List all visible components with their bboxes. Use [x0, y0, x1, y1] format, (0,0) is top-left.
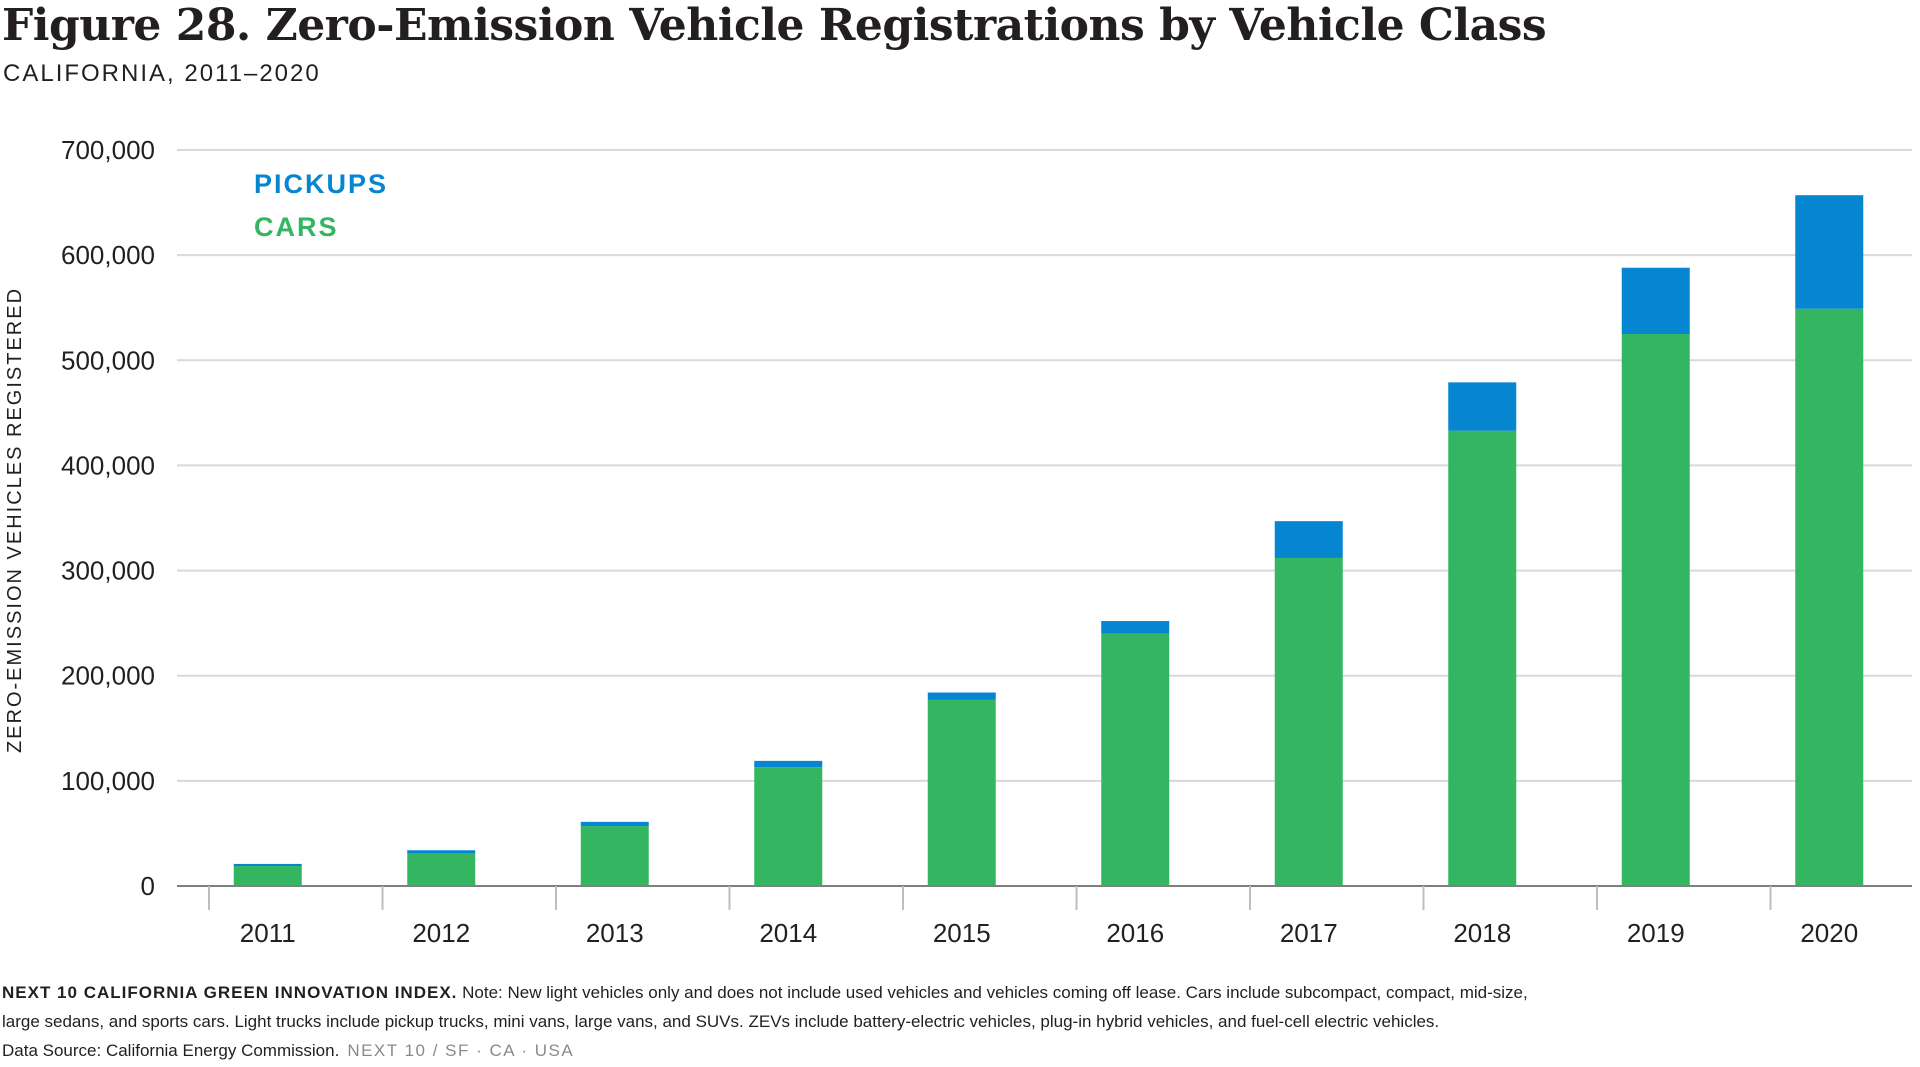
bar-pickups-2016: [1101, 621, 1170, 634]
x-axis-tick-labels: 2011 2012 2013 2014 2015 2016 2017 2018 2019 2020: [240, 918, 1858, 948]
footer-note-1: Note: New light vehicles only and does n…: [462, 983, 1528, 1002]
legend-pickups: PICKUPS: [254, 169, 388, 199]
x-tick-label: 2017: [1280, 918, 1338, 948]
footer-source: Data Source: California Energy Commissio…: [2, 1041, 340, 1060]
bar-cars-2020: [1795, 308, 1864, 886]
footer-line-1: NEXT 10 CALIFORNIA GREEN INNOVATION INDE…: [2, 978, 1902, 1007]
bar-pickups-2020: [1795, 195, 1864, 309]
y-tick-label: 100,000: [61, 766, 155, 796]
footer-line-3: Data Source: California Energy Commissio…: [2, 1036, 1902, 1065]
bar-pickups-2015: [927, 692, 996, 700]
x-tick-label: 2016: [1106, 918, 1164, 948]
chart-subtitle: CALIFORNIA, 2011–2020: [3, 60, 321, 87]
y-axis-tick-labels: 0 100,000 200,000 300,000 400,000 500,000 600,…: [61, 135, 155, 901]
bar-pickups-2017: [1274, 521, 1343, 558]
y-tick-label: 200,000: [61, 661, 155, 691]
bars: [233, 195, 1864, 886]
x-axis: [177, 885, 1912, 910]
bar-cars-2011: [233, 866, 302, 886]
bar-pickups-2014: [754, 760, 823, 768]
legend-cars: CARS: [254, 212, 339, 242]
bar-cars-2015: [927, 699, 996, 886]
page-title: Figure 28. Zero-Emission Vehicle Registr…: [2, 0, 1547, 51]
x-tick-label: 2018: [1453, 918, 1511, 948]
y-tick-label: 600,000: [61, 240, 155, 270]
bar-pickups-2012: [407, 850, 476, 854]
x-tick-label: 2012: [412, 918, 470, 948]
y-tick-label: 400,000: [61, 450, 155, 480]
bar-cars-2013: [580, 826, 649, 886]
bar-pickups-2011: [233, 863, 302, 867]
bar-cars-2014: [754, 767, 823, 886]
footer-brand: NEXT 10 / SF · CA · USA: [347, 1041, 575, 1060]
bar-cars-2019: [1621, 334, 1690, 886]
y-tick-label: 500,000: [61, 345, 155, 375]
x-tick-label: 2014: [759, 918, 817, 948]
y-tick-label: 300,000: [61, 556, 155, 586]
x-tick-label: 2015: [933, 918, 991, 948]
y-axis-label: ZERO-EMISSION VEHICLES REGISTERED: [4, 287, 26, 753]
stacked-bar-chart: 0 100,000 200,000 300,000 400,000 500,000 600,…: [4, 135, 1912, 948]
y-tick-label: 0: [141, 871, 155, 901]
x-tick-label: 2019: [1627, 918, 1685, 948]
legend: PICKUPS CARS: [254, 169, 388, 242]
footer-line-2: large sedans, and sports cars. Light tru…: [2, 1012, 1440, 1031]
bar-pickups-2013: [580, 821, 649, 827]
x-tick-label: 2020: [1800, 918, 1858, 948]
y-tick-label: 700,000: [61, 135, 155, 165]
gridlines: [177, 149, 1912, 782]
bar-cars-2017: [1274, 557, 1343, 886]
bar-cars-2012: [407, 853, 476, 886]
footer: NEXT 10 CALIFORNIA GREEN INNOVATION INDE…: [2, 978, 1902, 1065]
bar-cars-2018: [1448, 430, 1517, 886]
footer-org: NEXT 10 CALIFORNIA GREEN INNOVATION INDE…: [2, 983, 458, 1002]
bar-pickups-2018: [1448, 382, 1517, 431]
bar-cars-2016: [1101, 633, 1170, 886]
x-tick-label: 2011: [240, 918, 296, 948]
bar-pickups-2019: [1621, 267, 1690, 334]
x-tick-label: 2013: [586, 918, 644, 948]
